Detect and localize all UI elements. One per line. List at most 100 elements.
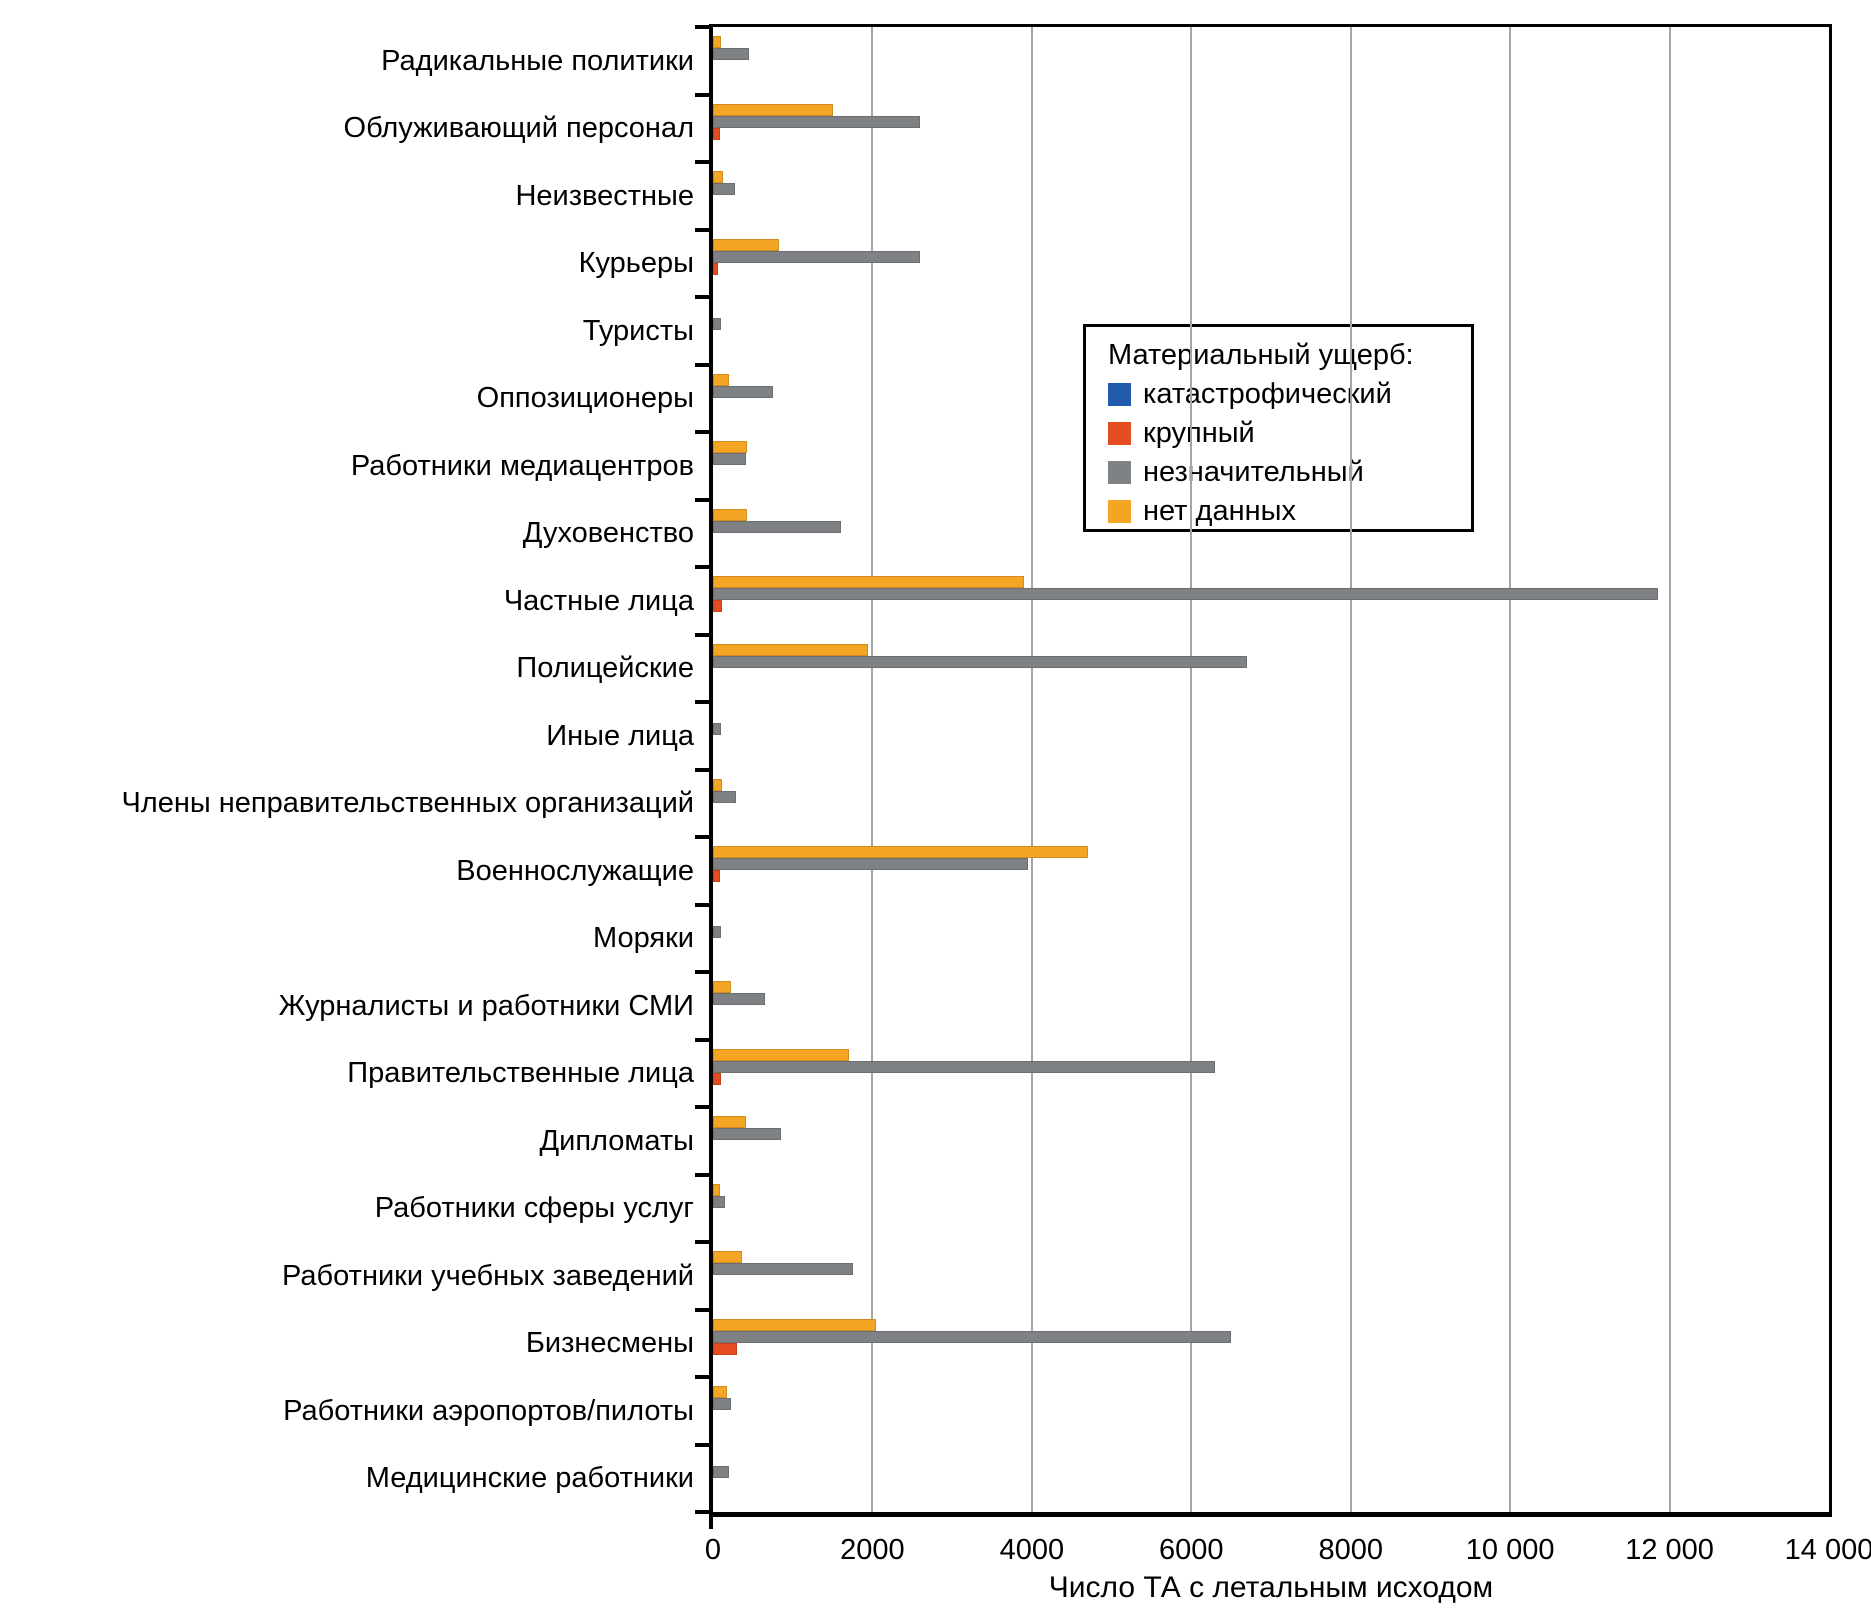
bar-segment — [713, 1465, 729, 1478]
category-label: Полицейские — [516, 652, 694, 685]
bar-segment — [713, 262, 718, 275]
bar-segment — [713, 870, 721, 882]
bar-segment — [713, 778, 722, 791]
plot-border — [709, 24, 1832, 1517]
category-label: Бизнесмены — [525, 1327, 694, 1360]
category-label: Туристы — [582, 314, 694, 347]
bar-segment — [713, 1386, 727, 1398]
category-label: Работники сферы услуг — [374, 1192, 694, 1225]
bar-segment — [713, 993, 765, 1005]
category-label: Медицинские работники — [365, 1462, 694, 1495]
bar-segment — [713, 576, 1024, 588]
y-axis-tick — [695, 700, 710, 704]
bar-segment — [713, 1060, 1216, 1073]
legend-entry-3: нет данных — [1108, 492, 1461, 531]
y-axis-tick — [695, 362, 710, 367]
legend-title: Материальный ущерб: — [1108, 339, 1414, 371]
bar-segment — [713, 1048, 849, 1061]
x-tick-label: 10 000 — [1465, 1534, 1555, 1566]
bar-segment — [713, 790, 737, 803]
bar-segment — [713, 1263, 853, 1275]
bar-segment — [713, 655, 1248, 668]
bar-segment — [713, 925, 721, 938]
category-label: Журналисты и работники СМИ — [278, 989, 694, 1022]
category-label: Работники аэропортов/пилоты — [283, 1394, 694, 1427]
bar-segment — [713, 183, 736, 195]
category-label: Моряки — [592, 922, 694, 955]
gridline-2000 — [871, 27, 874, 1512]
category-label: Члены неправительственных организаций — [121, 787, 694, 820]
y-axis-tick — [695, 1307, 710, 1312]
y-axis-tick — [695, 835, 710, 839]
x-tick-label: 14 000 — [1784, 1534, 1871, 1566]
x-tick-label: 8000 — [1318, 1534, 1383, 1566]
bar-segment — [713, 600, 722, 612]
x-tick-label: 6000 — [1159, 1534, 1224, 1566]
category-label: Иные лица — [546, 719, 694, 752]
bar-segment — [713, 1342, 737, 1355]
bar-segment — [713, 846, 1088, 858]
bar-segment — [713, 508, 748, 521]
bar-segment — [713, 1251, 743, 1263]
x-tick-label: 2000 — [840, 1534, 905, 1566]
y-axis-tick — [695, 1510, 710, 1514]
bar-segment — [713, 453, 747, 465]
bar-segment — [713, 520, 841, 533]
x-tick-label: 0 — [704, 1534, 722, 1566]
bar-segment — [713, 385, 773, 398]
y-axis-tick — [695, 1037, 710, 1042]
y-axis-tick — [695, 1442, 710, 1447]
y-axis-tick — [695, 92, 710, 97]
legend-entry-2: незначительный — [1108, 453, 1461, 492]
category-label: Работники учебных заведений — [282, 1259, 694, 1292]
bar-segment — [713, 723, 721, 735]
x-tick-label: 12 000 — [1625, 1534, 1714, 1566]
y-axis-tick — [695, 227, 710, 232]
bar-segment — [713, 250, 921, 263]
legend-label: крупный — [1143, 417, 1255, 449]
y-axis-tick — [695, 25, 710, 29]
bar-segment — [713, 858, 1028, 870]
gridline-12000 — [1668, 27, 1671, 1512]
y-axis-tick — [695, 430, 710, 434]
category-label: Неизвестные — [515, 179, 694, 212]
y-axis-tick — [695, 565, 710, 569]
bar-segment — [713, 115, 921, 128]
bar-segment — [713, 318, 721, 330]
category-label: Частные лица — [503, 584, 694, 617]
gridline-8000 — [1349, 27, 1352, 1512]
bar-segment — [713, 981, 731, 993]
category-label: Радикальные политики — [381, 44, 694, 77]
y-axis-tick — [695, 1105, 710, 1109]
y-axis-tick — [695, 295, 710, 299]
bar-segment — [713, 48, 749, 60]
bar-segment — [713, 1183, 721, 1196]
x-axis-tick-0 — [709, 1517, 713, 1529]
y-axis-tick — [695, 1375, 710, 1379]
legend-entry-1: крупный — [1108, 414, 1461, 453]
legend-label: нет данных — [1143, 495, 1296, 527]
bar-segment — [713, 36, 721, 48]
bar-segment — [713, 643, 869, 656]
gridline-6000 — [1190, 27, 1193, 1512]
y-axis-tick — [695, 1240, 710, 1244]
x-tick-label: 4000 — [999, 1534, 1065, 1566]
bar-segment — [713, 1128, 781, 1140]
category-label: Дипломаты — [539, 1124, 694, 1157]
gridline-4000 — [1030, 27, 1033, 1512]
y-axis-tick — [695, 902, 710, 907]
x-axis-title: Число ТА с летальным исходом — [1048, 1571, 1494, 1604]
y-axis-tick — [695, 497, 710, 502]
bar-segment — [713, 1330, 1232, 1343]
bar-segment — [713, 171, 723, 183]
y-axis-tick — [695, 160, 710, 164]
y-axis-tick — [695, 970, 710, 974]
gridline-10000 — [1509, 27, 1512, 1512]
bar-segment — [713, 1318, 877, 1331]
bar-segment — [713, 1195, 725, 1208]
category-label: Военнослужащие — [456, 854, 694, 887]
bar-segment — [713, 373, 729, 386]
bar-segment — [713, 1398, 731, 1410]
bar-segment — [713, 103, 833, 116]
